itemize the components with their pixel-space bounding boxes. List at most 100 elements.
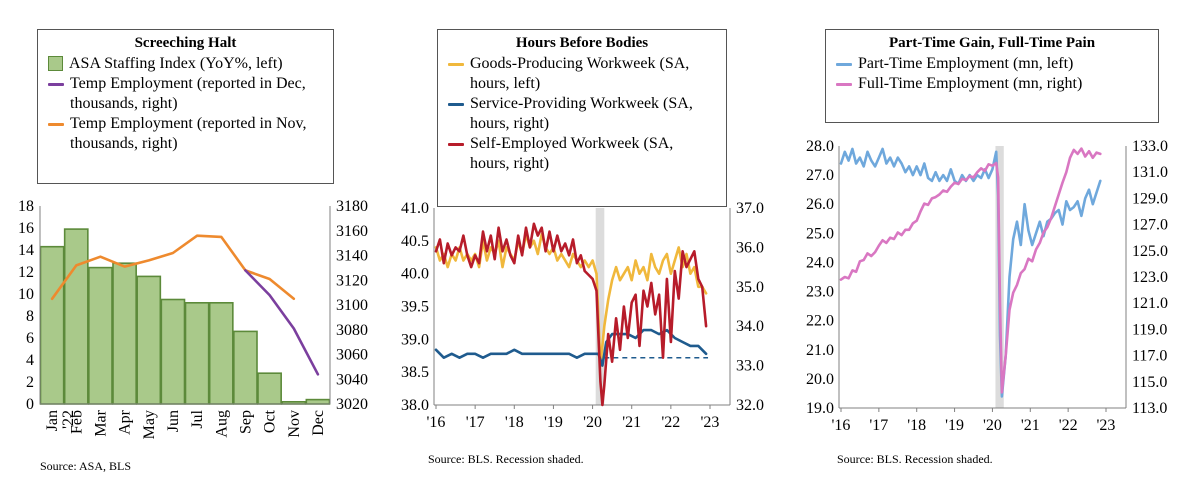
y-tick-right: 3020 <box>336 396 368 413</box>
line-full-time-employment <box>839 147 1102 394</box>
x-tick-label: '22 <box>60 410 77 429</box>
legend-label: Part-Time Employment (mn, left) <box>858 55 1074 72</box>
bar-mark <box>208 301 234 405</box>
x-tick-label: Nov <box>286 410 303 438</box>
y-tick-left: 23.0 <box>806 284 834 301</box>
legend-label: Temp Employment (reported in Nov, thousa… <box>70 115 307 152</box>
bar-mark <box>184 301 210 405</box>
bar-mark <box>257 372 282 405</box>
x-tick-label: '18 <box>505 414 524 431</box>
x-tick-label: Dec <box>310 410 327 436</box>
chart-title: Hours Before Bodies <box>515 35 649 51</box>
y-tick-left: 39.5 <box>401 299 429 316</box>
y-tick-left: 19.0 <box>806 400 834 417</box>
legend-label: Self-Employed Workweek (SA, hours, right… <box>470 135 674 172</box>
legend-box-part-time-full-time: Part-Time Gain, Full-Time Pain Part-Time… <box>825 29 1159 123</box>
y-tick-left: 12 <box>18 264 34 281</box>
legend-line-swatch <box>448 103 464 106</box>
y-tick-left: 26.0 <box>806 196 834 213</box>
bar-mark <box>305 398 331 405</box>
y-tick-right: 37.0 <box>736 200 764 217</box>
y-tick-right: 3160 <box>336 223 368 240</box>
x-tick-label: Apr <box>117 409 134 435</box>
x-tick-label: Jan <box>44 410 61 431</box>
y-tick-right: 125.0 <box>1132 243 1168 260</box>
y-tick-right: 3180 <box>336 198 368 215</box>
legend-label: Service-Providing Workweek (SA, hours, r… <box>470 95 693 132</box>
x-tick-label: '22 <box>661 414 680 431</box>
x-tick-label: Aug <box>213 410 230 438</box>
legend-entry: ASA Staffing Index (YoY%, left) <box>48 54 323 74</box>
legend-entry: Full-Time Employment (mn, right) <box>836 74 1148 94</box>
source-note: Source: BLS. Recession shaded. <box>837 452 993 466</box>
chart-title: Screeching Halt <box>134 35 237 51</box>
legend-line-swatch <box>448 63 464 66</box>
x-tick-label: '16 <box>832 417 851 434</box>
y-tick-left: 24.0 <box>806 254 834 271</box>
x-tick-label: '18 <box>907 417 926 434</box>
y-tick-right: 129.0 <box>1132 190 1168 207</box>
bar-mark <box>160 298 186 405</box>
y-tick-left: 14 <box>18 242 34 259</box>
x-tick-label: '16 <box>427 414 446 431</box>
y-tick-right: 117.0 <box>1132 348 1167 365</box>
line-temp-employment-dec <box>244 269 320 376</box>
x-tick-label: '21 <box>1021 417 1040 434</box>
source-note: Source: BLS. Recession shaded. <box>428 452 584 466</box>
y-tick-left: 40.0 <box>401 266 429 283</box>
x-tick-label: '17 <box>869 417 888 434</box>
chart-hours-before-bodies: 38.0 38.5 39.0 39.5 40.0 40.5 41.0 32.0 33.0 34.0… <box>401 200 764 431</box>
y-tick-left: 21.0 <box>806 342 834 359</box>
legend-box-screeching-halt: Screeching Halt ASA Staffing Index (YoY%… <box>37 29 334 184</box>
bar-mark <box>88 266 113 405</box>
x-tick-label: Jul <box>189 409 206 428</box>
y-tick-left: 28.0 <box>806 138 834 155</box>
y-tick-right: 133.0 <box>1132 138 1168 155</box>
x-tick-label: '23 <box>701 414 720 431</box>
legend-bar-swatch <box>48 56 63 71</box>
y-tick-left: 10 <box>18 286 34 303</box>
source-note: Source: ASA, BLS <box>40 459 132 473</box>
x-tick-label: '19 <box>544 414 563 431</box>
bar-mark <box>39 245 65 405</box>
legend-line-swatch <box>448 143 464 146</box>
y-tick-left: 38.5 <box>401 364 429 381</box>
x-tick-label: '20 <box>583 414 602 431</box>
y-tick-right: 3060 <box>336 347 368 364</box>
legend-entry: Service-Providing Workweek (SA, hours, r… <box>448 94 716 134</box>
legend-label: ASA Staffing Index (YoY%, left) <box>69 55 283 72</box>
x-tick-label: '20 <box>983 417 1002 434</box>
chart-screeching-halt: 0 2 4 6 8 10 12 14 16 18 3020 3040 3060 3080 3100 3120 3… <box>18 198 368 439</box>
legend-box-hours-before-bodies: Hours Before Bodies Goods-Producing Work… <box>437 29 727 207</box>
bar-mark <box>112 262 137 405</box>
y-tick-left: 38.0 <box>401 397 429 414</box>
y-tick-left: 20.0 <box>806 371 834 388</box>
y-tick-left: 18 <box>18 198 34 215</box>
y-tick-left: 39.0 <box>401 331 429 348</box>
y-tick-right: 3040 <box>336 371 368 388</box>
y-tick-left: 2 <box>26 374 34 391</box>
bar-mark <box>63 228 89 405</box>
y-tick-right: 113.0 <box>1132 400 1167 417</box>
legend-entry: Self-Employed Workweek (SA, hours, right… <box>448 134 716 174</box>
chart-title: Part-Time Gain, Full-Time Pain <box>888 35 1096 51</box>
y-tick-right: 131.0 <box>1132 164 1168 181</box>
x-tick-label: Sep <box>237 410 254 434</box>
line-service-providing <box>434 328 708 367</box>
x-tick-label: Mar <box>92 409 109 436</box>
y-tick-left: 4 <box>26 352 34 369</box>
line-self-employed <box>434 222 708 407</box>
y-tick-right: 3100 <box>336 297 368 314</box>
y-tick-right: 123.0 <box>1132 269 1168 286</box>
x-tick-label: May <box>141 410 158 439</box>
x-tick-label: Oct <box>262 409 279 433</box>
y-tick-right: 34.0 <box>736 318 764 335</box>
legend-line-swatch <box>836 83 852 86</box>
y-tick-left: 40.5 <box>401 233 429 250</box>
x-tick-label: '23 <box>1097 417 1116 434</box>
legend-entry: Temp Employment (reported in Dec, thousa… <box>48 74 323 114</box>
y-tick-right: 115.0 <box>1132 374 1167 391</box>
y-tick-right: 36.0 <box>736 239 764 256</box>
y-tick-right: 119.0 <box>1132 321 1167 338</box>
